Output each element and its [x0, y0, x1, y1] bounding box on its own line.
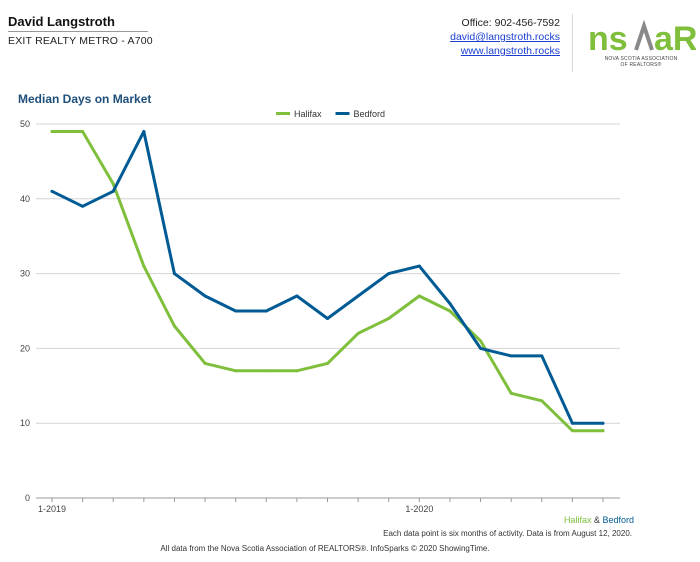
source-footer: All data from the Nova Scotia Associatio…	[160, 544, 490, 553]
footer-legend: Halifax & Bedford	[564, 515, 634, 525]
data-point-bedford	[570, 421, 574, 425]
agent-name: David Langstroth	[8, 14, 115, 29]
data-point-halifax	[601, 429, 605, 433]
data-point-bedford	[479, 346, 483, 350]
x-tick-label: 1-2019	[38, 504, 66, 514]
data-point-bedford	[448, 302, 452, 306]
header-divider	[572, 14, 573, 72]
y-tick-label: 30	[20, 269, 30, 279]
data-point-halifax	[448, 309, 452, 313]
logo-subtitle-line1: NOVA SCOTIA ASSOCIATION	[604, 56, 678, 62]
x-tick-label: 1-2020	[405, 504, 433, 514]
data-point-halifax	[326, 361, 329, 365]
y-tick-label: 40	[20, 194, 30, 204]
data-note: Each data point is six months of activit…	[383, 529, 632, 538]
data-point-halifax	[203, 361, 207, 365]
data-point-halifax	[111, 182, 115, 186]
y-tick-label: 0	[25, 493, 30, 503]
nsar-logo: ns aR	[588, 19, 696, 58]
data-point-bedford	[417, 264, 421, 268]
data-point-halifax	[234, 369, 238, 373]
data-point-bedford	[356, 294, 360, 298]
agent-office: EXIT REALTY METRO - A700	[8, 35, 153, 47]
data-point-halifax	[356, 331, 360, 335]
y-tick-label: 20	[20, 343, 30, 353]
data-point-halifax	[172, 324, 176, 328]
website-link[interactable]: www.langstroth.rocks	[460, 45, 560, 57]
legend-label-bedford: Bedford	[354, 109, 386, 119]
data-point-halifax	[387, 316, 391, 320]
data-point-halifax	[417, 294, 421, 298]
data-point-bedford	[172, 272, 176, 276]
data-point-halifax	[81, 129, 85, 133]
email-link[interactable]: david@langstroth.rocks	[450, 31, 560, 43]
y-tick-label: 50	[20, 119, 30, 129]
data-point-bedford	[50, 189, 54, 193]
data-point-bedford	[601, 421, 605, 425]
data-point-halifax	[264, 369, 268, 373]
svg-text:ns: ns	[588, 20, 628, 58]
footer-legend-halifax: Halifax	[563, 515, 592, 525]
data-point-halifax	[479, 339, 483, 343]
footer-legend-sep: &	[591, 515, 603, 525]
data-point-bedford	[264, 309, 268, 313]
data-point-bedford	[111, 189, 115, 193]
data-point-bedford	[326, 316, 329, 320]
data-point-halifax	[50, 129, 54, 133]
footer-legend-bedford: Bedford	[602, 515, 634, 525]
agent-divider	[8, 31, 148, 32]
legend-label-halifax: Halifax	[294, 109, 322, 119]
data-point-bedford	[540, 354, 544, 358]
data-point-bedford	[81, 204, 85, 208]
data-point-halifax	[509, 391, 513, 395]
series-line-bedford	[50, 130, 605, 425]
data-point-halifax	[540, 399, 544, 403]
data-point-bedford	[387, 272, 391, 276]
data-point-bedford	[509, 354, 513, 358]
data-point-bedford	[234, 309, 238, 313]
office-phone: Office: 902-456-7592	[461, 17, 560, 29]
chart-title: Median Days on Market	[18, 92, 152, 106]
data-point-halifax	[142, 264, 146, 268]
data-point-bedford	[142, 129, 146, 133]
logo-subtitle: NOVA SCOTIA ASSOCIATION OF REALTORS®	[586, 56, 696, 68]
data-point-halifax	[570, 429, 574, 433]
logo-subtitle-line2: OF REALTORS®	[620, 62, 662, 68]
contact-block: Office: 902-456-7592 david@langstroth.ro…	[450, 16, 560, 58]
y-tick-label: 10	[20, 418, 30, 428]
svg-text:aR: aR	[654, 20, 696, 58]
data-point-halifax	[295, 369, 299, 373]
series-line-halifax	[50, 130, 605, 433]
data-point-bedford	[295, 294, 299, 298]
data-point-bedford	[203, 294, 207, 298]
